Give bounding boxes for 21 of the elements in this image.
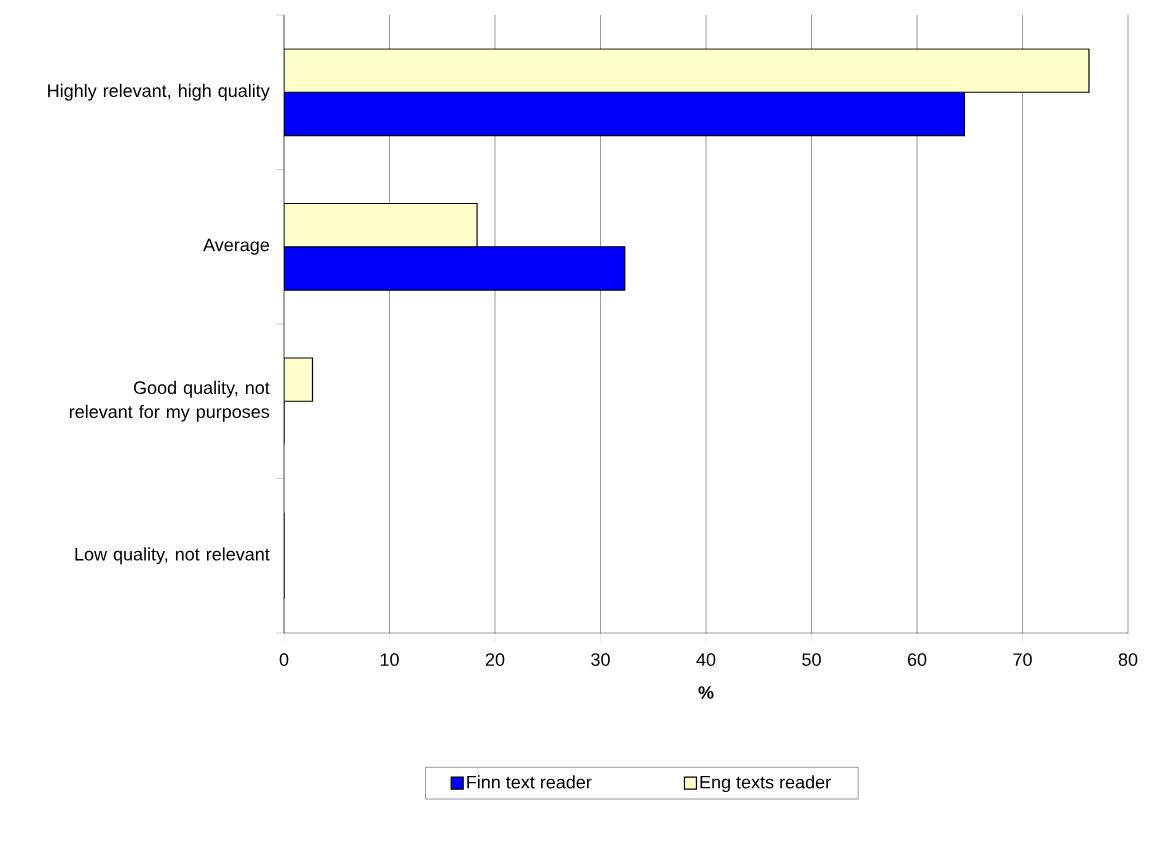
bar <box>284 202 478 248</box>
x-axis-title: % <box>698 686 714 699</box>
y-tick-label: Low quality, not relevant <box>75 547 270 565</box>
x-tick-label: 40 <box>696 653 716 666</box>
y-tick-label: Highly relevant, high quality <box>48 83 270 101</box>
bar <box>284 91 966 137</box>
x-tick-label: 0 <box>279 653 289 666</box>
bar <box>284 357 314 402</box>
x-tick-label: 60 <box>907 653 927 666</box>
bar <box>284 246 626 291</box>
y-tick-label: Good quality, not relevant for my purposes <box>69 380 270 422</box>
x-tick-label: 30 <box>591 653 610 666</box>
x-tick-label: 70 <box>1013 653 1032 666</box>
x-tick-label: 20 <box>485 653 505 666</box>
bar <box>284 48 1090 93</box>
x-tick-label: 50 <box>802 653 821 666</box>
y-tick-label: Average <box>203 238 269 255</box>
legend-label: Eng texts reader <box>700 775 831 793</box>
x-tick-label: 10 <box>380 653 399 666</box>
legend-label: Finn text reader <box>467 775 592 789</box>
x-tick-label: 80 <box>1118 653 1138 666</box>
